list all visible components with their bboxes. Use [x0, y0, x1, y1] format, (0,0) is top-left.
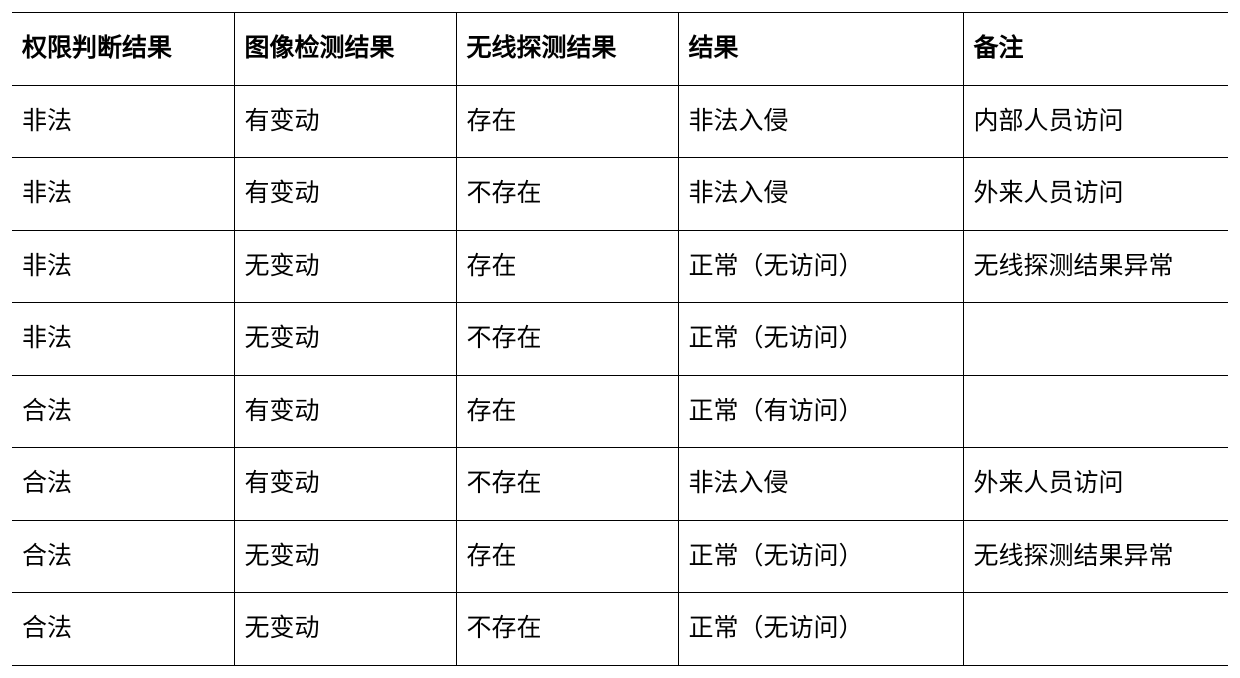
cell: 内部人员访问: [963, 85, 1228, 158]
cell: 存在: [456, 520, 678, 593]
cell: 非法: [12, 158, 234, 231]
table-row: 非法 有变动 存在 非法入侵 内部人员访问: [12, 85, 1228, 158]
cell: 无变动: [234, 230, 456, 303]
cell: 合法: [12, 448, 234, 521]
cell: 合法: [12, 375, 234, 448]
cell: 有变动: [234, 158, 456, 231]
cell: 无变动: [234, 520, 456, 593]
cell: 非法入侵: [678, 158, 963, 231]
table-row: 合法 有变动 存在 正常（有访问）: [12, 375, 1228, 448]
cell: 外来人员访问: [963, 158, 1228, 231]
cell: 正常（无访问）: [678, 230, 963, 303]
cell: 正常（无访问）: [678, 520, 963, 593]
table-row: 非法 无变动 不存在 正常（无访问）: [12, 303, 1228, 376]
cell: 合法: [12, 593, 234, 666]
cell: 非法: [12, 230, 234, 303]
cell: 有变动: [234, 375, 456, 448]
table-row: 非法 有变动 不存在 非法入侵 外来人员访问: [12, 158, 1228, 231]
cell: 外来人员访问: [963, 448, 1228, 521]
table-header-row: 权限判断结果 图像检测结果 无线探测结果 结果 备注: [12, 13, 1228, 86]
cell: 存在: [456, 85, 678, 158]
cell: 不存在: [456, 158, 678, 231]
col-header: 权限判断结果: [12, 13, 234, 86]
cell: 存在: [456, 375, 678, 448]
cell: 正常（无访问）: [678, 303, 963, 376]
table-row: 合法 无变动 不存在 正常（无访问）: [12, 593, 1228, 666]
cell: 正常（有访问）: [678, 375, 963, 448]
cell: 不存在: [456, 448, 678, 521]
cell: 正常（无访问）: [678, 593, 963, 666]
cell: [963, 375, 1228, 448]
cell: 无变动: [234, 303, 456, 376]
cell: 非法入侵: [678, 448, 963, 521]
col-header: 图像检测结果: [234, 13, 456, 86]
cell: 非法入侵: [678, 85, 963, 158]
cell: [963, 303, 1228, 376]
cell: 合法: [12, 520, 234, 593]
col-header: 备注: [963, 13, 1228, 86]
table-row: 非法 无变动 存在 正常（无访问） 无线探测结果异常: [12, 230, 1228, 303]
cell: 不存在: [456, 593, 678, 666]
table-row: 合法 无变动 存在 正常（无访问） 无线探测结果异常: [12, 520, 1228, 593]
cell: 不存在: [456, 303, 678, 376]
cell: 非法: [12, 85, 234, 158]
cell: 有变动: [234, 448, 456, 521]
cell: 有变动: [234, 85, 456, 158]
col-header: 结果: [678, 13, 963, 86]
cell: 存在: [456, 230, 678, 303]
cell: [963, 593, 1228, 666]
cell: 非法: [12, 303, 234, 376]
cell: 无线探测结果异常: [963, 520, 1228, 593]
decision-table: 权限判断结果 图像检测结果 无线探测结果 结果 备注 非法 有变动 存在 非法入…: [12, 12, 1228, 666]
table-row: 合法 有变动 不存在 非法入侵 外来人员访问: [12, 448, 1228, 521]
col-header: 无线探测结果: [456, 13, 678, 86]
cell: 无线探测结果异常: [963, 230, 1228, 303]
cell: 无变动: [234, 593, 456, 666]
